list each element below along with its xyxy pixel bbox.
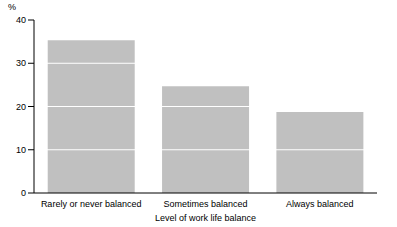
svg-text:Always balanced: Always balanced [286, 199, 354, 209]
svg-text:Level of work life balance: Level of work life balance [155, 213, 256, 223]
svg-text:40: 40 [16, 15, 26, 25]
svg-text:10: 10 [16, 145, 26, 155]
svg-text:20: 20 [16, 102, 26, 112]
svg-text:Rarely or never balanced: Rarely or never balanced [41, 199, 142, 209]
svg-text:0: 0 [21, 188, 26, 198]
svg-text:Sometimes balanced: Sometimes balanced [163, 199, 247, 209]
svg-text:30: 30 [16, 58, 26, 68]
